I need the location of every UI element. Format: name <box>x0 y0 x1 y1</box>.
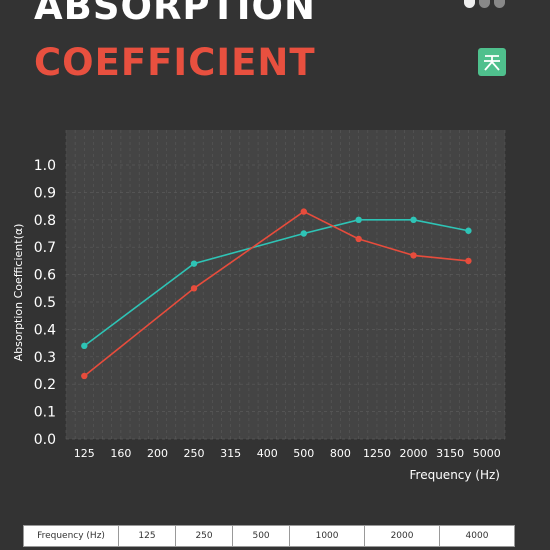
title-line-2: COEFFICIENT <box>34 41 316 84</box>
data-point <box>410 252 417 259</box>
y-tick-label: 0.0 <box>34 432 56 448</box>
table-header-row: Frequency (Hz) 125 250 500 1000 2000 4000 <box>23 525 515 547</box>
data-point <box>190 260 198 267</box>
x-tick-label: 500 <box>293 447 314 460</box>
data-point <box>300 208 307 215</box>
y-tick-label: 0.1 <box>34 405 56 421</box>
table-header-cell: 500 <box>232 525 291 547</box>
x-tick-label: 2000 <box>400 447 428 460</box>
x-tick-label: 5000 <box>473 447 501 460</box>
carousel-dot[interactable] <box>479 0 490 8</box>
y-tick-label: 0.4 <box>34 322 56 338</box>
table-header-cell: 125 <box>117 525 177 547</box>
y-tick-label: 0.9 <box>34 185 56 201</box>
carousel-dot[interactable] <box>464 0 475 8</box>
x-tick-label: 125 <box>74 447 95 460</box>
data-point <box>355 235 362 243</box>
data-point <box>81 342 88 350</box>
y-tick-label: 0.3 <box>34 350 56 366</box>
x-axis-label: Frequency (Hz) <box>410 468 501 482</box>
data-point <box>465 227 472 234</box>
absorption-chart: 0.0 0.1 0.2 0.3 0.4 0.5 0.6 0.7 0.8 0.9 1.0 125 160 2… <box>12 130 506 482</box>
table-header-cell: 250 <box>175 525 234 547</box>
y-tick-label: 0.8 <box>34 213 56 229</box>
x-tick-label: 400 <box>257 447 278 460</box>
x-tick-label: 3150 <box>436 447 464 460</box>
y-tick-label: 0.5 <box>34 295 56 311</box>
carousel-dots[interactable] <box>464 0 505 8</box>
table-header-cell: 2000 <box>364 525 440 547</box>
data-point <box>465 257 472 265</box>
data-point <box>355 216 362 223</box>
table-header-cell: 1000 <box>289 525 366 547</box>
y-tick-label: 0.2 <box>34 377 56 393</box>
frequency-table: Frequency (Hz) 125 250 500 1000 2000 4000 <box>23 525 515 547</box>
plot-area <box>66 130 505 439</box>
y-tick-label: 0.6 <box>34 268 56 284</box>
x-tick-label: 1250 <box>363 447 391 460</box>
x-tick-label: 800 <box>330 447 351 460</box>
x-tick-label: 250 <box>184 447 205 460</box>
series-line <box>83 219 469 347</box>
brand-logo-icon <box>478 48 506 76</box>
data-point <box>410 216 417 223</box>
data-point <box>190 285 198 292</box>
x-tick-label: 160 <box>110 447 131 460</box>
series-line <box>83 210 469 377</box>
table-header-cell: 4000 <box>439 525 515 547</box>
data-point <box>300 230 307 237</box>
carousel-dot[interactable] <box>494 0 505 8</box>
x-tick-label: 200 <box>147 447 168 460</box>
y-tick-label: 0.7 <box>34 240 56 256</box>
table-header-cell: Frequency (Hz) <box>23 525 119 547</box>
y-tick-label: 1.0 <box>34 158 56 174</box>
data-point <box>81 372 88 380</box>
title-line-1: ABSORPTION <box>34 0 316 28</box>
y-axis-label: Absorption Coefficient(α) <box>12 224 25 362</box>
x-tick-label: 315 <box>220 447 241 460</box>
